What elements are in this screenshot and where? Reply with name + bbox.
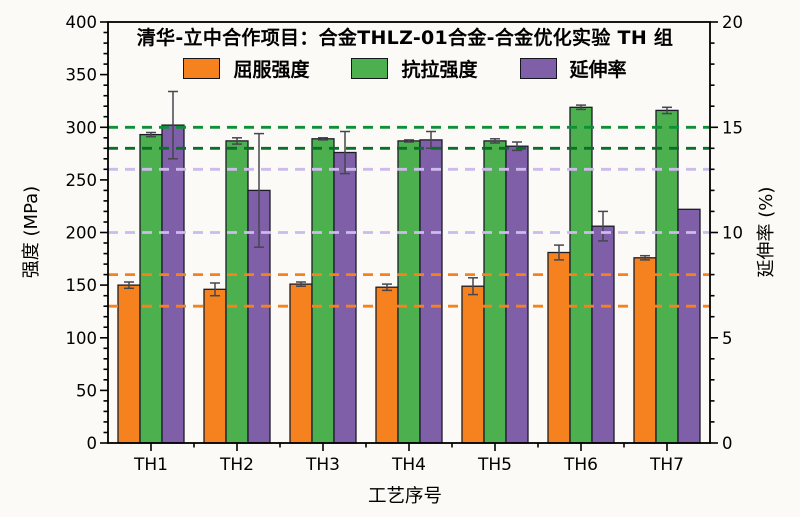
left-tick-50: 50 bbox=[76, 381, 97, 400]
elongation-label: 延伸率 bbox=[569, 58, 627, 81]
right-tick-10: 10 bbox=[722, 224, 743, 243]
chart-title: 清华-立中合作项目：合金THLZ-01合金-合金优化实验 TH 组 bbox=[136, 27, 674, 49]
ticks-group bbox=[100, 21, 718, 451]
right-tick-20: 20 bbox=[722, 13, 743, 32]
right-tick-15: 15 bbox=[722, 118, 743, 137]
category-tick-TH5: TH5 bbox=[477, 455, 512, 475]
bar-TH7-series0 bbox=[633, 257, 657, 444]
left-tick-150: 150 bbox=[66, 276, 98, 295]
left-tick-400: 400 bbox=[66, 13, 98, 32]
category-tick-TH3: TH3 bbox=[305, 455, 340, 475]
category-tick-TH7: TH7 bbox=[649, 455, 684, 475]
bar-TH3-series1 bbox=[311, 138, 335, 444]
bar-TH4-series0 bbox=[375, 286, 399, 444]
chart-legend: 屈服强度 抗拉强度 延伸率 bbox=[104, 54, 706, 82]
left-tick-300: 300 bbox=[66, 118, 98, 137]
category-tick-TH1: TH1 bbox=[133, 455, 168, 475]
tick-labels-group: 0 50 100 150 200 250 300 350 400 0 5 10 15 20 TH1 TH2 TH… bbox=[66, 13, 744, 475]
left-axis-label: 强度 (MPa) bbox=[21, 185, 42, 279]
bar-TH7-series1 bbox=[655, 109, 679, 444]
bar-TH7-series2 bbox=[677, 208, 701, 444]
bar-TH1-series0 bbox=[117, 284, 141, 444]
tensile-strength-label: 抗拉强度 bbox=[401, 58, 478, 81]
bar-TH1-series2 bbox=[161, 124, 185, 444]
bar-TH5-series2 bbox=[505, 145, 529, 444]
left-tick-250: 250 bbox=[66, 171, 98, 190]
bar-TH2-series1 bbox=[225, 140, 249, 444]
bar-TH2-series0 bbox=[203, 288, 227, 444]
left-tick-100: 100 bbox=[66, 329, 98, 348]
right-tick-0: 0 bbox=[722, 434, 733, 453]
legend-item-tensile-strength: 抗拉强度 bbox=[351, 55, 478, 82]
bar-TH5-series1 bbox=[483, 140, 507, 444]
bar-TH3-series2 bbox=[333, 151, 357, 444]
bar-TH1-series1 bbox=[139, 133, 163, 444]
left-tick-200: 200 bbox=[66, 224, 98, 243]
left-tick-0: 0 bbox=[87, 434, 98, 453]
bar-TH4-series2 bbox=[419, 139, 443, 444]
bars-group bbox=[117, 106, 701, 444]
yield-strength-swatch bbox=[183, 57, 221, 79]
right-tick-5: 5 bbox=[722, 329, 733, 348]
right-axis-label: 延伸率 (%) bbox=[756, 186, 777, 278]
x-axis-label: 工艺序号 bbox=[367, 486, 442, 507]
bar-TH3-series0 bbox=[289, 283, 313, 444]
legend-item-elongation: 延伸率 bbox=[519, 55, 627, 82]
legend-item-yield-strength: 屈服强度 bbox=[183, 55, 309, 82]
yield-strength-label: 屈服强度 bbox=[233, 58, 310, 81]
bar-TH6-series2 bbox=[591, 225, 615, 444]
elongation-swatch bbox=[519, 57, 557, 79]
category-tick-TH6: TH6 bbox=[563, 455, 598, 475]
bar-TH6-series0 bbox=[547, 251, 571, 444]
bar-TH4-series1 bbox=[397, 140, 421, 444]
tensile-strength-swatch bbox=[351, 57, 389, 79]
left-tick-350: 350 bbox=[66, 66, 98, 85]
category-tick-TH2: TH2 bbox=[219, 455, 254, 475]
bar-TH5-series0 bbox=[461, 285, 485, 444]
category-tick-TH4: TH4 bbox=[391, 455, 426, 475]
reference-lines-group bbox=[108, 125, 710, 308]
error-bars-group bbox=[124, 90, 672, 297]
